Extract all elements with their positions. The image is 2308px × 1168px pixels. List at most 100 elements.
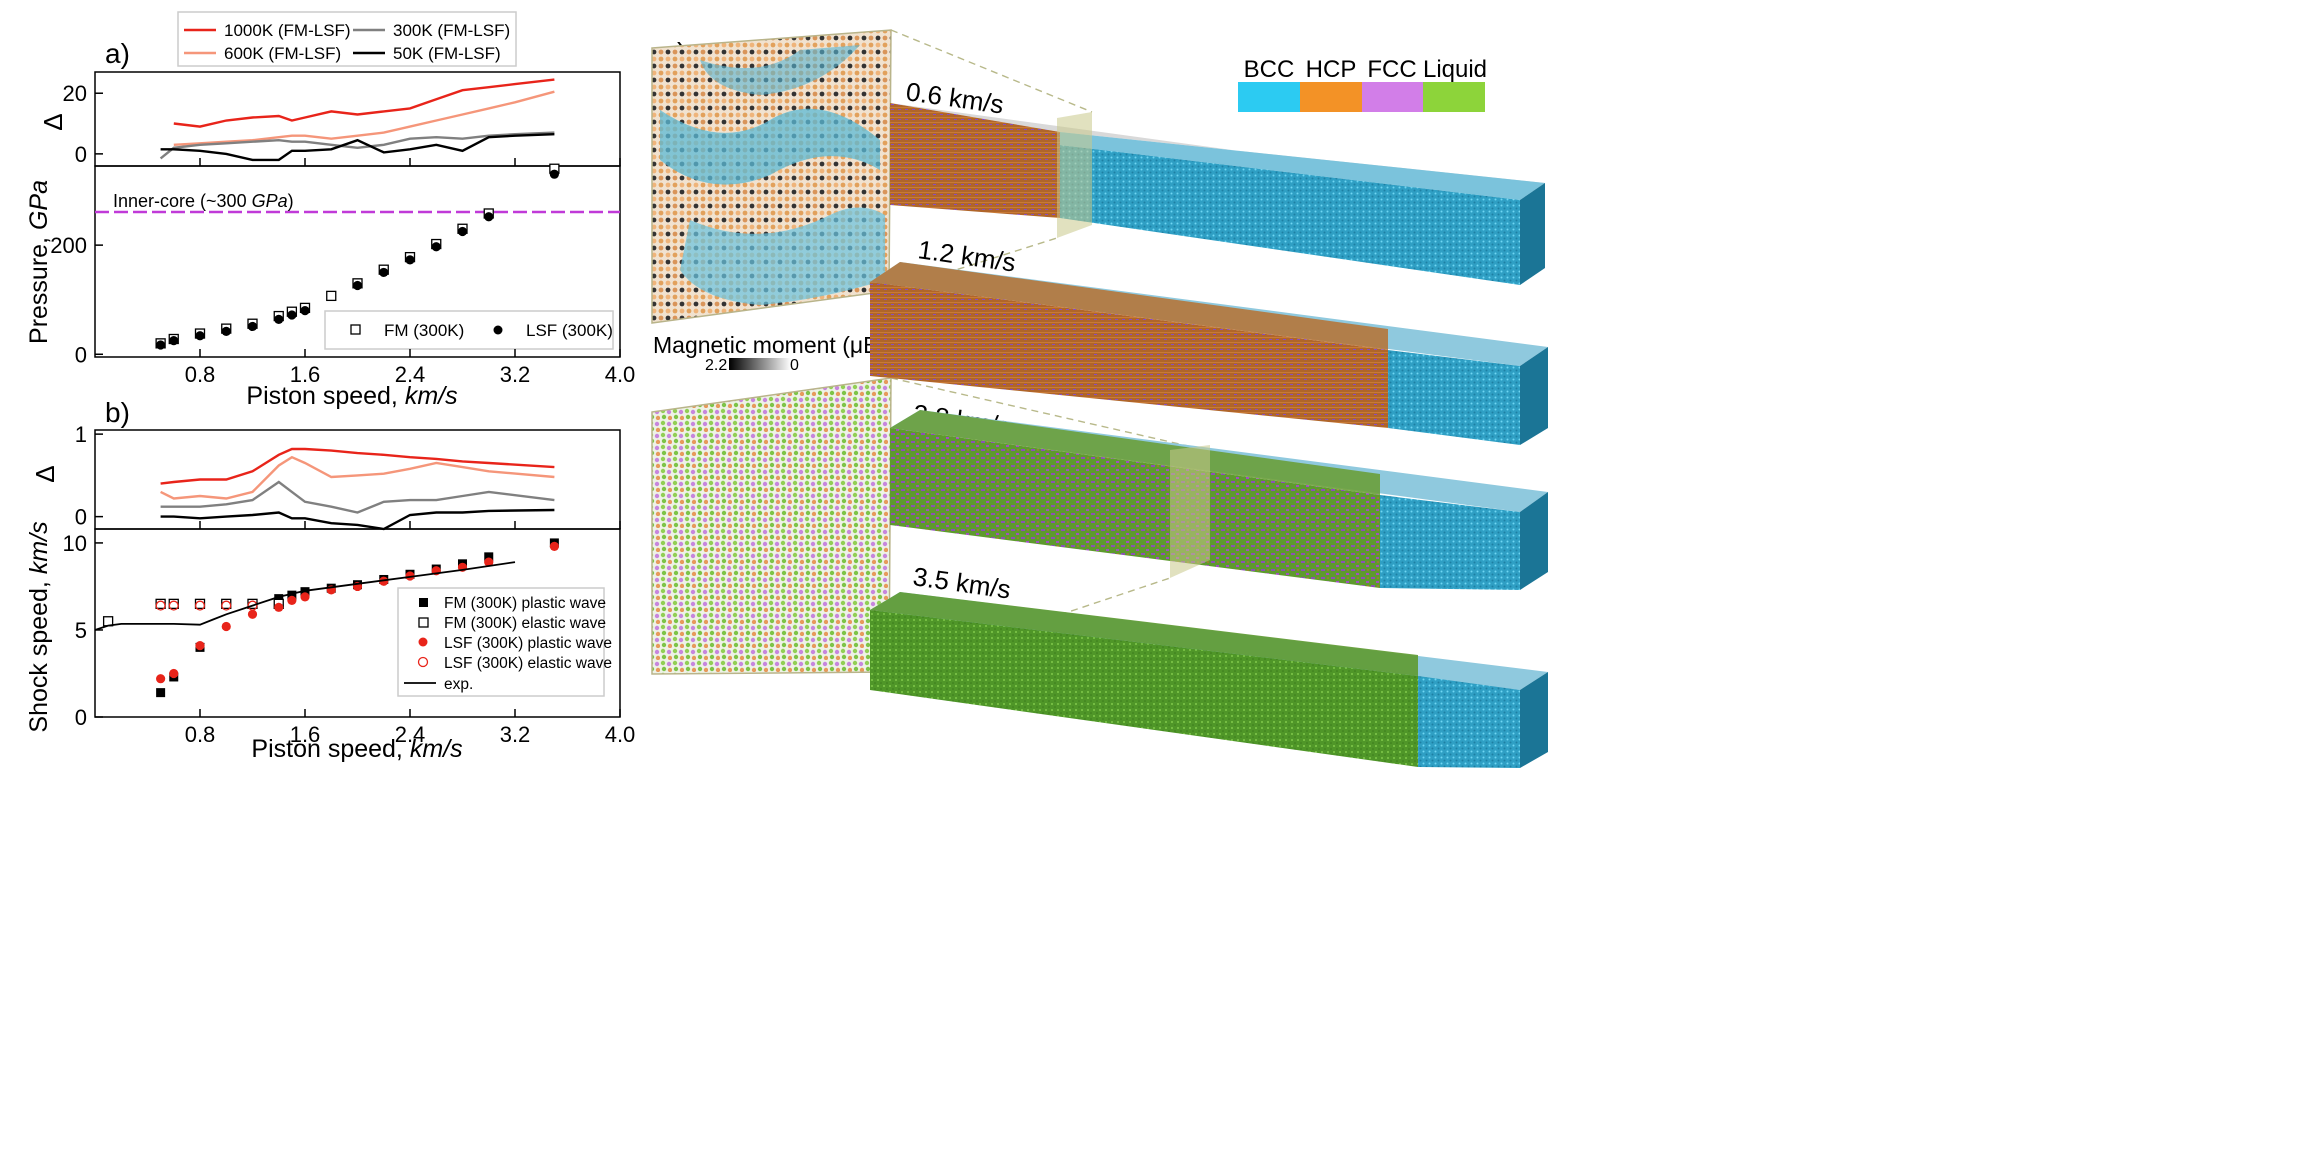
- lsf-pressure-point: [484, 212, 494, 222]
- phase-label-fcc: FCC: [1367, 56, 1416, 83]
- chart-b-bottom-frame: [94, 528, 621, 718]
- y-tick-label: 5: [75, 618, 87, 643]
- exp-line: [94, 561, 516, 631]
- colorbar-gradient: [729, 358, 791, 370]
- x-tick-label: 1.6: [290, 362, 321, 387]
- series-line-300k: [159, 131, 555, 160]
- x-tick-label: 2.4: [395, 722, 426, 747]
- series-line-600k: [160, 455, 555, 500]
- chart-a-top: Δ 0 20: [38, 71, 621, 167]
- y-tick-label: 0: [75, 342, 87, 367]
- series-line-1000k: [160, 447, 555, 485]
- shock-bar-1.2: 1.2 km/s: [870, 234, 1548, 445]
- legend-label-exp: exp.: [444, 676, 473, 693]
- legend-marker-lsf-plastic: [418, 637, 428, 647]
- legend-label-lsf-elastic: LSF (300K) elastic wave: [444, 655, 612, 672]
- chart-b-bottom-xlabel: Piston speed, km/s: [251, 735, 462, 763]
- legend-label-fm: FM (300K): [384, 321, 464, 340]
- y-tick-label: 10: [63, 531, 87, 556]
- y-tick-label: 20: [63, 81, 87, 106]
- x-tick-label: 1.6: [290, 722, 321, 747]
- x-tick-label: 2.4: [395, 362, 426, 387]
- y-tick-label: 0: [75, 705, 87, 730]
- atomic-snapshot-magnetic: [651, 29, 892, 324]
- lsf-pressure-point: [274, 314, 284, 324]
- series-line-50k: [160, 133, 555, 162]
- chart-b-bottom: Shock speed, km/s Piston speed, km/s FM …: [25, 521, 635, 763]
- fm-pressure-point: [326, 290, 337, 302]
- x-tick-label: 3.2: [500, 362, 531, 387]
- legend-label-1000k: 1000K (FM-LSF): [224, 21, 351, 40]
- shock-point-lsf-plastic: [287, 595, 297, 605]
- legend-label-fm-elastic: FM (300K) elastic wave: [444, 615, 606, 632]
- lsf-pressure-point: [169, 336, 179, 346]
- shock-bar-3.5: 3.5 km/s: [870, 561, 1548, 768]
- lsf-pressure-point: [247, 321, 258, 332]
- phase-swatch-hcp: [1300, 82, 1362, 112]
- legend-label-lsf: LSF (300K): [526, 321, 613, 340]
- shock-point-lsf-elastic: [168, 600, 179, 611]
- x-tick-label: 0.8: [185, 722, 216, 747]
- lsf-pressure-point: [457, 226, 468, 237]
- phase-label-liquid: Liquid: [1423, 56, 1487, 83]
- shock-point-lsf-plastic: [484, 557, 494, 567]
- chart-b-bottom-legend: FM (300K) plastic wave FM (300K) elastic…: [397, 587, 612, 697]
- legend-label-300k: 300K (FM-LSF): [393, 21, 510, 40]
- shock-point-fm-plastic: [484, 552, 494, 562]
- phase-swatch-fcc: [1362, 82, 1423, 112]
- shock-point-lsf-plastic: [549, 541, 559, 552]
- chart-a-bottom: Pressure, GPa Piston speed, km/s Inner-c…: [25, 163, 636, 410]
- panel-label-b: b): [105, 397, 130, 428]
- inner-core-label: Inner-core (~300 GPa): [113, 191, 294, 211]
- shock-point-lsf-plastic: [274, 602, 284, 612]
- legend-marker-lsf: [493, 325, 503, 335]
- phase-legend: BCC HCP FCC Liquid: [1238, 56, 1487, 112]
- series-line-1000k: [173, 78, 555, 128]
- y-tick-label: 0: [75, 142, 87, 167]
- chart-a-top-ylabel: Δ: [38, 113, 68, 130]
- shock-point-lsf-elastic: [247, 600, 258, 611]
- chart-a-bottom-frame: [94, 165, 621, 358]
- lsf-pressure-point: [300, 306, 310, 316]
- legend-marker-lsf-elastic: [417, 656, 429, 668]
- lsf-pressure-point: [221, 326, 231, 336]
- x-tick-label: 0.8: [185, 362, 216, 387]
- shock-point-lsf-plastic: [221, 621, 231, 632]
- delta-legend: 1000K (FM-LSF) 600K (FM-LSF) 300K (FM-LS…: [177, 11, 517, 67]
- x-tick-label: 4.0: [605, 362, 636, 387]
- chart-b-bottom-ylabel: Shock speed, km/s: [25, 521, 53, 732]
- colorbar-min-label: 0: [790, 357, 799, 374]
- legend-label-fm-plastic: FM (300K) plastic wave: [444, 595, 606, 612]
- legend-marker-fm: [350, 324, 361, 335]
- chart-a-bottom-xlabel: Piston speed, km/s: [246, 382, 457, 410]
- y-tick-label: 1: [75, 422, 87, 447]
- panel-label-a: a): [105, 38, 130, 69]
- y-tick-label: 200: [50, 233, 87, 258]
- shock-bar-0.6: 0.6 km/s: [890, 76, 1545, 285]
- phase-label-bcc: BCC: [1244, 56, 1295, 83]
- shock-point-lsf-plastic: [195, 641, 205, 651]
- phase-swatch-bcc: [1238, 82, 1300, 112]
- shock-point-fm-plastic: [287, 590, 297, 600]
- shock-point-lsf-elastic: [155, 600, 166, 611]
- lsf-pressure-point: [431, 242, 441, 252]
- shock-point-lsf-elastic: [221, 600, 232, 611]
- x-tick-label: 4.0: [605, 722, 636, 747]
- legend-label-lsf-plastic: LSF (300K) plastic wave: [444, 635, 612, 652]
- chart-b-top: Δ 0 1: [30, 422, 621, 531]
- lsf-pressure-point: [405, 255, 415, 265]
- shock-point-lsf-elastic: [194, 600, 206, 611]
- chart-a-top-frame: [94, 71, 621, 167]
- lsf-pressure-point: [549, 169, 559, 179]
- chart-b-top-ylabel: Δ: [30, 465, 60, 482]
- colorbar-max-label: 2.2: [705, 357, 727, 374]
- series-line-300k: [160, 480, 555, 514]
- shock-point-lsf-plastic: [169, 668, 179, 679]
- legend-label-600k: 600K (FM-LSF): [224, 44, 341, 63]
- series-line-600k: [173, 90, 555, 146]
- x-tick-label: 3.2: [500, 722, 531, 747]
- shock-point-fm-plastic: [274, 594, 284, 604]
- legend-marker-fm-elastic: [418, 617, 429, 628]
